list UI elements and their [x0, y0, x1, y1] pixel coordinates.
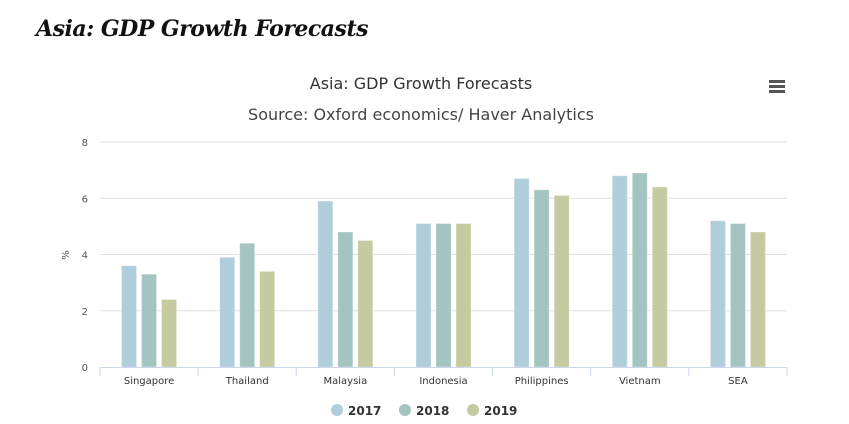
- legend-marker-2018: [399, 404, 411, 416]
- legend-item-2019: 2019: [484, 404, 517, 418]
- legend-item-2018: 2018: [416, 404, 449, 418]
- bar-2017-vietnam: [611, 175, 628, 368]
- x-tick-label: Singapore: [124, 376, 174, 387]
- bar-2018-indonesia: [435, 223, 452, 368]
- x-tick-label: Indonesia: [419, 376, 467, 387]
- bar-2018-thailand: [239, 242, 256, 368]
- bar-2019-sea: [749, 231, 766, 368]
- y-axis-label: %: [61, 250, 72, 260]
- legend-item-2017: 2017: [348, 404, 381, 418]
- y-tick-label: 0: [82, 363, 88, 374]
- x-tick-label: SEA: [728, 376, 748, 387]
- page-title: Asia: GDP Growth Forecasts: [36, 16, 369, 42]
- y-tick-label: 8: [82, 138, 88, 149]
- x-tick-label: Malaysia: [324, 376, 368, 387]
- chart-title: Asia: GDP Growth Forecasts: [310, 74, 533, 93]
- bar-2019-singapore: [161, 299, 178, 368]
- y-tick-label: 6: [82, 194, 88, 205]
- bar-2019-vietnam: [651, 186, 668, 368]
- bar-2019-malaysia: [357, 239, 374, 368]
- bar-2019-philippines: [553, 194, 570, 368]
- bar-2018-malaysia: [337, 231, 354, 368]
- x-tick-label: Thailand: [225, 376, 269, 387]
- x-tick-label: Philippines: [515, 376, 569, 387]
- bar-2018-vietnam: [631, 172, 648, 368]
- x-tick-label: Vietnam: [619, 376, 661, 387]
- bar-2017-thailand: [219, 256, 236, 368]
- hamburger-menu-icon[interactable]: [769, 80, 785, 95]
- legend-marker-2019: [467, 404, 479, 416]
- legend-marker-2017: [331, 404, 343, 416]
- bar-2017-philippines: [513, 178, 530, 368]
- y-tick-label: 4: [82, 251, 88, 262]
- bar-2018-sea: [729, 223, 746, 368]
- bar-2017-indonesia: [415, 223, 432, 368]
- bar-2017-malaysia: [317, 200, 334, 368]
- bar-2017-sea: [709, 220, 726, 368]
- bar-2019-indonesia: [455, 223, 472, 368]
- chart-subtitle: Source: Oxford economics/ Haver Analytic…: [248, 105, 594, 124]
- y-tick-label: 2: [82, 307, 88, 318]
- bar-2018-philippines: [533, 189, 550, 368]
- bar-2017-singapore: [121, 265, 138, 368]
- bar-2019-thailand: [259, 270, 276, 368]
- bar-2018-singapore: [141, 273, 158, 368]
